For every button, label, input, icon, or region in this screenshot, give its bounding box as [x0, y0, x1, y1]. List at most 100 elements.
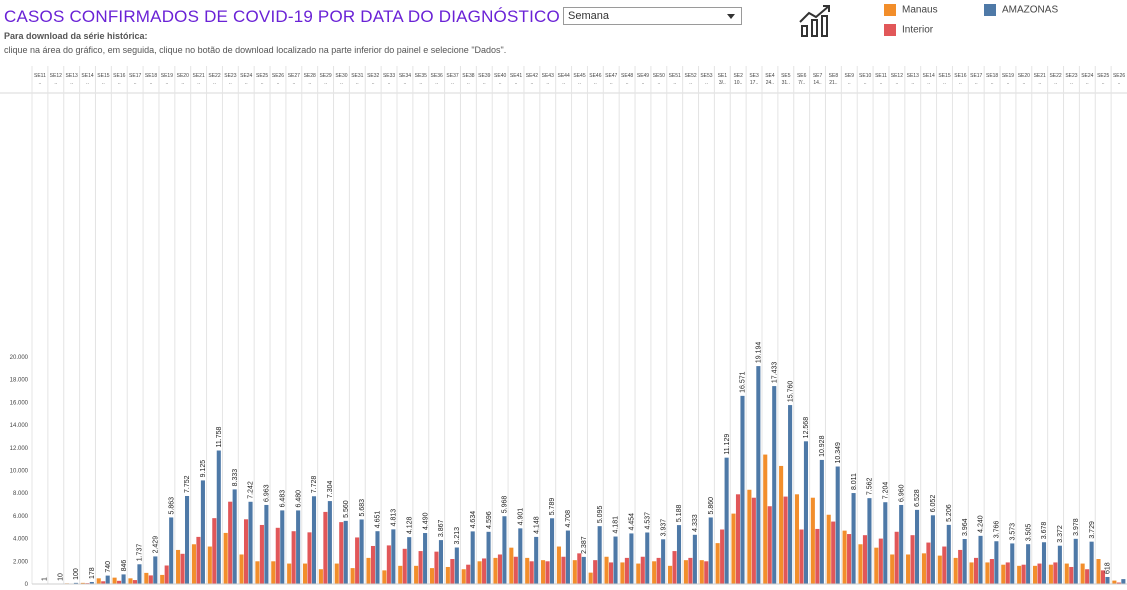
- bar-interior[interactable]: [958, 549, 963, 584]
- bar-amazonas[interactable]: [597, 526, 602, 584]
- bar-amazonas[interactable]: [740, 395, 745, 584]
- bar-interior[interactable]: [672, 551, 677, 584]
- bar-amazonas[interactable]: [1089, 541, 1094, 584]
- bar-interior[interactable]: [243, 519, 249, 584]
- bar-manaus[interactable]: [1064, 563, 1069, 584]
- bar-amazonas[interactable]: [1121, 579, 1126, 584]
- bar-interior[interactable]: [847, 534, 852, 584]
- bar-interior[interactable]: [339, 522, 344, 584]
- legend-item-interior[interactable]: Interior: [884, 24, 933, 36]
- bar-amazonas[interactable]: [121, 574, 126, 584]
- bar-amazonas[interactable]: [470, 531, 475, 584]
- bar-interior[interactable]: [259, 524, 264, 584]
- bar-amazonas[interactable]: [280, 510, 285, 584]
- bar-manaus[interactable]: [1032, 565, 1038, 584]
- bar-manaus[interactable]: [176, 549, 181, 584]
- bar-amazonas[interactable]: [629, 533, 634, 584]
- bar-interior[interactable]: [1069, 566, 1074, 584]
- bar-interior[interactable]: [466, 564, 471, 584]
- bar-manaus[interactable]: [271, 561, 276, 584]
- bar-interior[interactable]: [291, 531, 296, 584]
- bar-manaus[interactable]: [191, 544, 196, 584]
- bar-interior[interactable]: [450, 559, 455, 584]
- bar-manaus[interactable]: [287, 563, 292, 584]
- bar-manaus[interactable]: [255, 561, 260, 584]
- bar-interior[interactable]: [307, 532, 312, 584]
- bar-interior[interactable]: [593, 560, 598, 584]
- bar-manaus[interactable]: [1048, 564, 1053, 584]
- bar-amazonas[interactable]: [1057, 545, 1062, 584]
- bar-manaus[interactable]: [985, 562, 990, 584]
- bar-interior[interactable]: [370, 545, 376, 584]
- bar-manaus[interactable]: [890, 554, 895, 584]
- period-select[interactable]: Semana: [563, 7, 742, 25]
- bar-interior[interactable]: [720, 529, 725, 584]
- bar-interior[interactable]: [608, 562, 614, 584]
- bar-interior[interactable]: [148, 575, 153, 584]
- bar-interior[interactable]: [228, 501, 233, 584]
- bar-amazonas[interactable]: [946, 524, 951, 584]
- bar-chart[interactable]: 0 2.000 4.000 6.000 8.000 10.000 12.000 14.000 1…: [0, 66, 1127, 590]
- bar-manaus[interactable]: [556, 546, 561, 584]
- bar-manaus[interactable]: [366, 557, 371, 584]
- bar-manaus[interactable]: [810, 497, 815, 584]
- bar-interior[interactable]: [132, 580, 137, 584]
- bar-interior[interactable]: [640, 556, 645, 584]
- bar-interior[interactable]: [101, 581, 106, 584]
- bar-interior[interactable]: [735, 494, 741, 584]
- bar-interior[interactable]: [497, 554, 502, 584]
- bar-interior[interactable]: [434, 551, 439, 584]
- bar-manaus[interactable]: [699, 560, 704, 584]
- bar-manaus[interactable]: [652, 561, 657, 584]
- bar-interior[interactable]: [561, 556, 566, 584]
- bar-amazonas[interactable]: [216, 450, 221, 584]
- bar-amazonas[interactable]: [375, 531, 380, 584]
- bar-amazonas[interactable]: [137, 564, 142, 584]
- bar-amazonas[interactable]: [772, 386, 777, 584]
- bar-manaus[interactable]: [842, 530, 847, 584]
- bar-interior[interactable]: [275, 527, 280, 584]
- bar-interior[interactable]: [180, 553, 185, 584]
- bar-amazonas[interactable]: [1041, 542, 1047, 584]
- bar-manaus[interactable]: [953, 557, 958, 584]
- bar-amazonas[interactable]: [565, 530, 570, 584]
- bar-manaus[interactable]: [715, 543, 720, 584]
- bar-manaus[interactable]: [1096, 559, 1101, 584]
- bar-amazonas[interactable]: [391, 529, 396, 584]
- bar-manaus[interactable]: [969, 562, 974, 584]
- bar-interior[interactable]: [751, 497, 756, 584]
- bar-amazonas[interactable]: [851, 493, 856, 584]
- bar-interior[interactable]: [815, 528, 820, 584]
- bar-manaus[interactable]: [128, 578, 133, 584]
- bar-amazonas[interactable]: [1026, 544, 1031, 584]
- bar-amazonas[interactable]: [676, 525, 682, 584]
- bar-amazonas[interactable]: [502, 516, 507, 584]
- bar-amazonas[interactable]: [264, 504, 269, 584]
- bar-manaus[interactable]: [429, 568, 435, 584]
- bar-interior[interactable]: [878, 538, 883, 584]
- bar-interior[interactable]: [910, 535, 915, 584]
- bar-interior[interactable]: [1116, 582, 1121, 584]
- line-chart-icon[interactable]: [798, 4, 834, 38]
- bar-manaus[interactable]: [525, 557, 530, 584]
- bar-interior[interactable]: [386, 545, 391, 584]
- bar-interior[interactable]: [942, 546, 947, 584]
- bar-amazonas[interactable]: [835, 466, 840, 584]
- bar-amazonas[interactable]: [867, 498, 872, 584]
- bar-manaus[interactable]: [223, 532, 228, 584]
- bar-amazonas[interactable]: [89, 581, 94, 584]
- bar-interior[interactable]: [973, 557, 979, 584]
- bar-manaus[interactable]: [937, 555, 942, 584]
- bar-manaus[interactable]: [144, 572, 149, 584]
- bar-manaus[interactable]: [334, 563, 339, 584]
- bar-manaus[interactable]: [239, 554, 244, 584]
- bar-manaus[interactable]: [541, 560, 546, 584]
- bar-amazonas[interactable]: [232, 489, 237, 584]
- bar-amazonas[interactable]: [819, 459, 824, 584]
- bar-interior[interactable]: [688, 557, 693, 584]
- bar-amazonas[interactable]: [930, 515, 935, 584]
- bar-interior[interactable]: [799, 529, 804, 584]
- bar-manaus[interactable]: [445, 566, 450, 584]
- bar-amazonas[interactable]: [803, 441, 809, 584]
- bar-amazonas[interactable]: [661, 539, 666, 584]
